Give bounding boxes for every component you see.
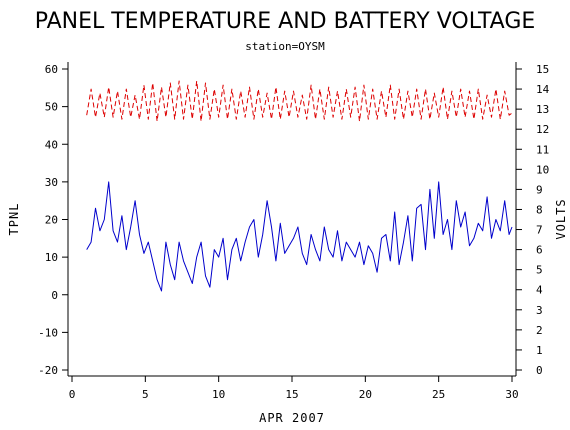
right-y-axis-label: VOLTS (554, 198, 568, 239)
right-y-tick-label: 5 (536, 264, 543, 277)
right-y-tick-label: 3 (536, 304, 543, 317)
x-tick-label: 5 (142, 388, 149, 401)
left-y-tick-label: 60 (45, 63, 58, 76)
right-y-tick-label: 0 (536, 364, 543, 377)
x-tick-label: 25 (432, 388, 445, 401)
right-y-tick-label: 1 (536, 344, 543, 357)
right-y-tick-label: 2 (536, 324, 543, 337)
temperature-series-line (86, 181, 513, 292)
right-y-tick-label: 10 (536, 163, 549, 176)
left-y-tick-label: 20 (45, 214, 58, 227)
left-y-tick-label: 0 (51, 289, 58, 302)
left-y-tick-label: 40 (45, 138, 58, 151)
x-tick-label: 20 (359, 388, 372, 401)
left-y-axis: -20 -10 0 10 20 30 40 50 60 (38, 63, 68, 377)
right-y-tick-label: 6 (536, 244, 543, 257)
right-y-tick-label: 7 (536, 224, 543, 237)
x-axis-label: APR 2007 (259, 411, 325, 425)
x-axis: 0 5 10 15 20 25 30 (69, 376, 519, 401)
left-y-tick-label: 50 (45, 101, 58, 114)
right-y-tick-label: 12 (536, 123, 549, 136)
x-tick-label: 15 (285, 388, 298, 401)
right-y-tick-label: 14 (536, 83, 550, 96)
right-y-tick-label: 15 (536, 63, 549, 76)
right-y-tick-label: 11 (536, 143, 549, 156)
left-y-tick-label: 30 (45, 176, 58, 189)
x-tick-label: 0 (69, 388, 76, 401)
left-y-tick-label: 10 (45, 251, 58, 264)
left-y-axis-label: TPNL (7, 203, 21, 236)
chart-title: PANEL TEMPERATURE AND BATTERY VOLTAGE (35, 9, 536, 34)
series-layer (86, 80, 513, 292)
left-y-tick-label: -20 (38, 364, 58, 377)
x-tick-label: 30 (505, 388, 518, 401)
x-tick-label: 10 (212, 388, 225, 401)
right-y-tick-label: 4 (536, 284, 543, 297)
right-y-tick-label: 13 (536, 103, 549, 116)
voltage-series-line (86, 80, 513, 122)
chart-subtitle: station=OYSM (245, 40, 325, 53)
right-y-tick-label: 8 (536, 203, 543, 216)
left-y-tick-label: -10 (38, 326, 58, 339)
right-y-tick-label: 9 (536, 183, 543, 196)
